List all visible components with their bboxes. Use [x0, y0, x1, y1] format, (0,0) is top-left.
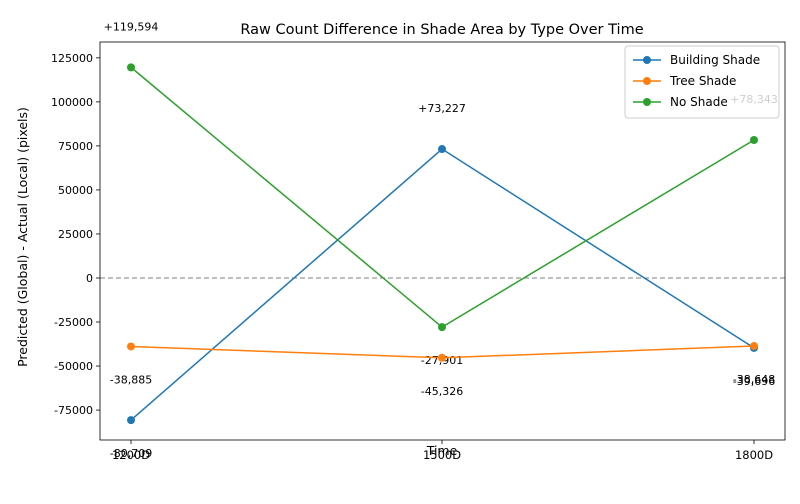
legend-item-building-shade: Building Shade	[633, 53, 760, 67]
legend-box	[624, 45, 780, 119]
data-point-no-shade-1200d	[127, 63, 135, 72]
data-label-tree-shade-1800d: -38,648	[733, 373, 775, 386]
data-label-tree-shade-1500d: -45,326	[421, 385, 463, 398]
y-tick-label: -75000	[54, 404, 93, 417]
data-label-no-shade-1200d: +119,594	[104, 20, 159, 33]
data-label-tree-shade-1200d: -38,885	[110, 373, 152, 386]
legend-label: No Shade	[670, 95, 728, 109]
x-axis-label: Time	[426, 443, 458, 458]
data-label-building-shade-1500d: +73,227	[418, 102, 466, 115]
legend-marker	[643, 56, 651, 64]
data-point-building-shade-1200d	[127, 416, 135, 425]
data-point-tree-shade-1500d	[438, 353, 446, 362]
legend-marker	[643, 77, 651, 85]
data-point-building-shade-1500d	[438, 145, 446, 154]
legend-item-no-shade: No Shade	[633, 95, 728, 109]
series-no-shade	[127, 63, 758, 332]
y-tick-label: -25000	[54, 316, 93, 329]
y-tick-label: -50000	[54, 360, 93, 373]
legend-item-tree-shade: Tree Shade	[633, 74, 736, 88]
y-tick-label: 125000	[51, 52, 93, 65]
data-point-tree-shade-1200d	[127, 342, 135, 351]
y-axis-label: Predicted (Global) - Actual (Local) (pix…	[15, 107, 30, 367]
chart-title: Raw Count Difference in Shade Area by Ty…	[240, 22, 643, 38]
data-point-tree-shade-1800d	[750, 342, 758, 351]
y-tick-label: 75000	[58, 140, 93, 153]
series-tree-shade	[127, 342, 758, 362]
x-tick-label: 1200D	[112, 448, 150, 462]
y-tick-label: 0	[86, 272, 93, 285]
data-label-building-shade-1200d: -80,709	[110, 447, 152, 460]
legend: Building Shade Tree Shade No Shade	[624, 45, 780, 119]
y-tick-label: 25000	[58, 228, 93, 241]
legend-label: Tree Shade	[669, 74, 736, 88]
legend-marker	[643, 98, 651, 106]
data-point-no-shade-1800d	[750, 136, 758, 145]
y-tick-label: 50000	[58, 184, 93, 197]
plot-frame	[99, 41, 786, 441]
data-label-building-shade-1800d: -39,696	[733, 375, 775, 388]
x-tick-label: 1500D	[423, 448, 461, 462]
legend-label: Building Shade	[670, 53, 760, 67]
x-tick-label: 1800D	[735, 448, 773, 462]
data-point-no-shade-1500d	[438, 323, 446, 332]
y-tick-label: 100000	[51, 96, 93, 109]
